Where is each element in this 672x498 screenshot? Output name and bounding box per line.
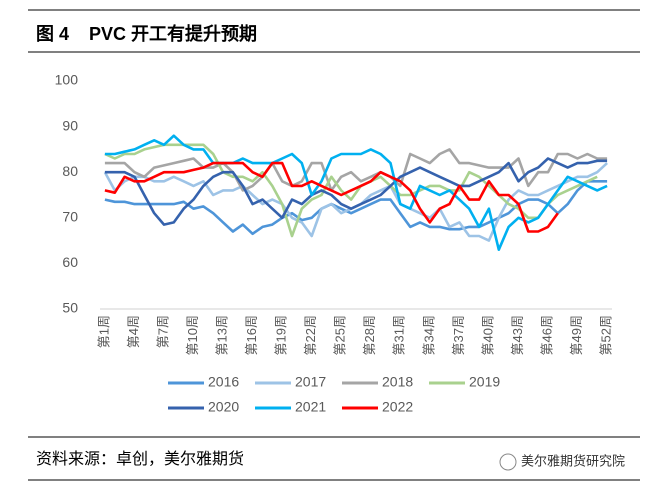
- series-line: [104, 161, 559, 233]
- x-tick-label: 第46周: [539, 315, 554, 355]
- legend-label: 2021: [295, 399, 326, 415]
- y-tick-label: 80: [62, 163, 78, 179]
- series-line: [104, 148, 608, 192]
- y-tick-label: 100: [55, 72, 79, 88]
- series-line: [104, 143, 598, 238]
- x-tick-label: 第19周: [274, 315, 289, 355]
- source: 资料来源：卓创，美尔雅期货: [36, 450, 244, 468]
- x-tick-label: 第1周: [96, 315, 111, 348]
- x-tick-label: 第49周: [569, 315, 584, 355]
- legend-label: 2019: [469, 374, 500, 390]
- x-tick-label: 第7周: [155, 315, 170, 348]
- watermark-icon: [499, 453, 517, 471]
- x-tick-label: 第37周: [451, 315, 466, 355]
- x-tick-label: 第4周: [126, 315, 141, 348]
- y-tick-label: 90: [62, 117, 78, 133]
- title: 图 4 PVC 开工有提升预期: [36, 23, 257, 44]
- y-tick-label: 70: [62, 209, 78, 225]
- y-tick-label: 50: [62, 300, 78, 316]
- x-tick-label: 第40周: [480, 315, 495, 355]
- x-tick-label: 第43周: [510, 315, 525, 355]
- x-tick-label: 第16周: [244, 315, 259, 355]
- x-tick-label: 第31周: [392, 315, 407, 355]
- x-tick-label: 第10周: [185, 315, 200, 355]
- legend-label: 2022: [382, 399, 413, 415]
- legend-label: 2020: [208, 399, 239, 415]
- series-line: [104, 157, 608, 226]
- x-tick-label: 第52周: [599, 315, 614, 355]
- x-tick-label: 第13周: [215, 315, 230, 355]
- legend-label: 2018: [382, 374, 413, 390]
- watermark: 美尔雅期货研究院: [521, 453, 625, 468]
- x-tick-label: 第25周: [333, 315, 348, 355]
- x-tick-label: 第28周: [362, 315, 377, 355]
- y-tick-label: 60: [62, 254, 78, 270]
- x-tick-label: 第34周: [421, 315, 436, 355]
- legend-label: 2017: [295, 374, 326, 390]
- legend-label: 2016: [208, 374, 239, 390]
- x-tick-label: 第22周: [303, 315, 318, 355]
